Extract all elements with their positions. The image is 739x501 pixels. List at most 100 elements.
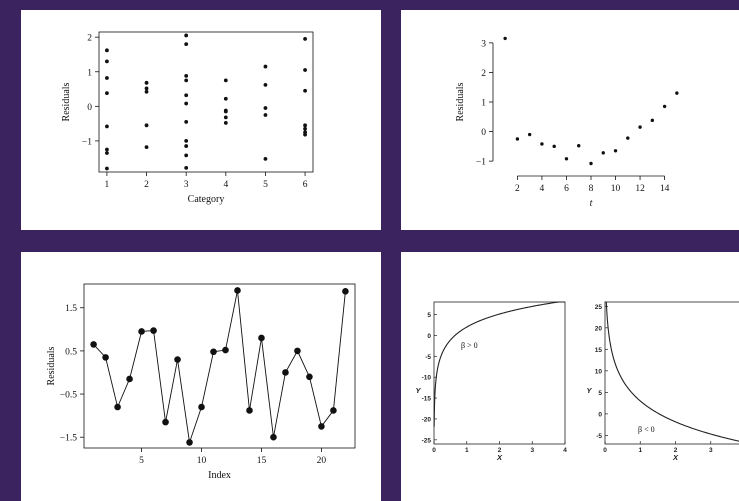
data-point [601, 151, 605, 155]
data-point [515, 137, 520, 141]
y-tick-label: 1.5 [65, 304, 77, 314]
data-point [105, 124, 109, 129]
data-point [342, 288, 349, 295]
x-axis-label: X [496, 453, 503, 462]
data-point [114, 403, 121, 411]
x-tick-label: 10 [197, 456, 207, 466]
y-tick-label: −1.5 [60, 434, 77, 444]
y-tick-label: -25 [422, 437, 432, 444]
curve-line [433, 301, 565, 427]
line-plot-index: 5 10 15 20 −1.5 −0.5 0.5 1.5 Index Residuals [46, 283, 356, 481]
data-point [564, 157, 569, 161]
chart-panel-time: 2 4 6 8 10 12 14 −1 0 1 2 3 t Residuals [401, 10, 739, 230]
x-tick-label: 2 [515, 184, 520, 194]
data-point [675, 91, 679, 95]
y-tick-label: 5 [427, 312, 431, 319]
x-tick-label: 4 [223, 180, 228, 190]
data-point [105, 76, 109, 80]
y-tick-label: −0.5 [60, 391, 77, 401]
data-point [540, 142, 544, 146]
data-point [303, 123, 307, 128]
data-point [263, 106, 268, 110]
data-point [184, 138, 189, 143]
data-point [258, 334, 265, 342]
series-line [93, 290, 346, 443]
curve-line [605, 301, 739, 442]
data-point [503, 36, 507, 41]
data-point [184, 165, 189, 170]
y-axis-label: Y [415, 386, 421, 395]
data-point [184, 42, 189, 46]
data-point [246, 407, 253, 414]
chart-panel-category: 1 2 3 4 5 6 −1 0 1 2 Category Residuals [21, 10, 381, 230]
data-point [144, 86, 149, 91]
data-point [184, 153, 189, 158]
y-tick-label: 3 [481, 39, 486, 49]
data-point [282, 369, 289, 376]
x-tick-label: 14 [660, 184, 670, 194]
chart-panel-index: 5 10 15 20 −1.5 −0.5 0.5 1.5 Index Residuals [21, 252, 381, 501]
data-point [222, 346, 229, 354]
x-tick-label: 3 [184, 180, 189, 190]
x-tick-label: 1 [105, 180, 110, 190]
data-point [210, 348, 217, 356]
x-tick-label: 5 [139, 456, 144, 466]
x-axis-label: Index [208, 470, 231, 481]
y-tick-label: 2 [87, 34, 92, 44]
data-point [144, 89, 149, 94]
data-point [303, 88, 307, 93]
x-tick-label: 1 [638, 447, 642, 454]
x-tick-label: 8 [589, 184, 594, 194]
y-tick-label: 25 [595, 304, 603, 311]
x-tick-label: 10 [611, 184, 621, 194]
y-tick-label: 15 [595, 347, 603, 354]
data-point [263, 82, 268, 87]
data-point [105, 59, 109, 64]
data-point [613, 149, 618, 153]
data-point [626, 136, 630, 140]
x-tick-label: 3 [530, 447, 534, 454]
y-axis-label: Y [586, 386, 592, 395]
data-point [184, 33, 189, 38]
data-point [303, 132, 307, 137]
data-point [126, 375, 133, 383]
y-tick-label: -5 [425, 354, 431, 361]
data-point [223, 96, 228, 101]
x-tick-label: 4 [540, 184, 545, 194]
data-point [105, 48, 109, 53]
data-point [105, 147, 109, 152]
curve-annotation: β < 0 [638, 425, 655, 434]
data-point [90, 341, 97, 348]
plot-frame [433, 301, 566, 445]
data-point [650, 118, 655, 123]
data-point [638, 125, 642, 129]
data-point [263, 113, 268, 117]
y-tick-label: 1 [481, 99, 486, 109]
data-point [184, 74, 189, 78]
data-point [184, 93, 189, 98]
data-point [303, 37, 307, 41]
x-tick-label: 1 [465, 447, 469, 454]
data-point [144, 80, 149, 85]
data-point [162, 418, 169, 426]
data-point [223, 109, 228, 114]
data-point [294, 347, 301, 355]
x-tick-label: 6 [303, 180, 308, 190]
data-point [662, 104, 667, 109]
data-point [198, 403, 205, 411]
y-tick-label: 20 [595, 325, 603, 332]
data-point [144, 145, 149, 150]
y-tick-label: 0 [598, 411, 602, 418]
x-tick-label: 12 [635, 184, 645, 194]
y-axis-label: Residuals [455, 82, 466, 121]
data-point [184, 144, 189, 148]
y-tick-label: 0 [87, 103, 92, 113]
y-tick-label: −1 [476, 158, 486, 168]
data-point [138, 328, 145, 335]
x-tick-label: 3 [709, 447, 713, 454]
y-axis-label: Residuals [46, 346, 57, 385]
y-axis-label: Residuals [61, 82, 72, 121]
